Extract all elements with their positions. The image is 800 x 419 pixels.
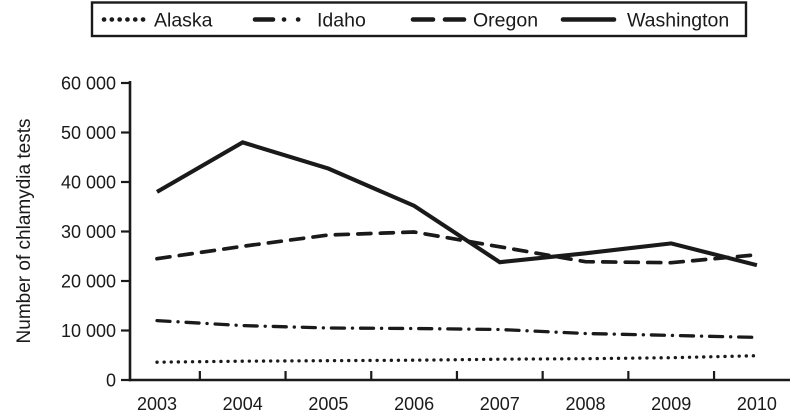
x-axis-ticks	[198, 371, 716, 380]
series-line-alaska	[155, 354, 759, 364]
x-axis-labels: 2003 2004 2005 2006 2007 2008 2009 2010	[137, 394, 777, 414]
legend: Alaska Idaho Oregon Washington	[90, 1, 748, 38]
y-tick-label: 10 000	[61, 321, 116, 341]
axes: Number of chlamydia tests 0 10 000 20 000 3…	[14, 74, 790, 414]
series-line-idaho	[155, 318, 759, 340]
x-tick-label: 2006	[394, 394, 434, 414]
x-tick-label: 2004	[223, 394, 263, 414]
y-tick-label: 20 000	[61, 272, 116, 292]
x-tick-label: 2003	[137, 394, 177, 414]
x-tick-label: 2009	[651, 394, 691, 414]
y-tick-label: 30 000	[61, 222, 116, 242]
y-tick-label: 60 000	[61, 74, 116, 94]
x-tick-label: 2010	[737, 394, 777, 414]
series-line-oregon	[155, 230, 759, 265]
series-line-washington	[155, 140, 758, 268]
x-tick-label: 2008	[565, 394, 605, 414]
legend-label-idaho: Idaho	[317, 10, 366, 32]
y-tick-label: 0	[106, 371, 116, 391]
y-tick-label: 50 000	[61, 123, 116, 143]
legend-box	[90, 1, 748, 38]
legend-label-washington: Washington	[627, 10, 729, 32]
y-tick-label: 40 000	[61, 173, 116, 193]
data-series	[155, 140, 759, 364]
y-axis-ticks: 0 10 000 20 000 30 000 40 000 50 000 60 000	[61, 74, 130, 391]
legend-label-oregon: Oregon	[473, 10, 538, 32]
y-axis-title: Number of chlamydia tests	[14, 119, 35, 344]
x-tick-label: 2005	[308, 394, 348, 414]
x-tick-label: 2007	[480, 394, 520, 414]
legend-label-alaska: Alaska	[154, 10, 213, 32]
